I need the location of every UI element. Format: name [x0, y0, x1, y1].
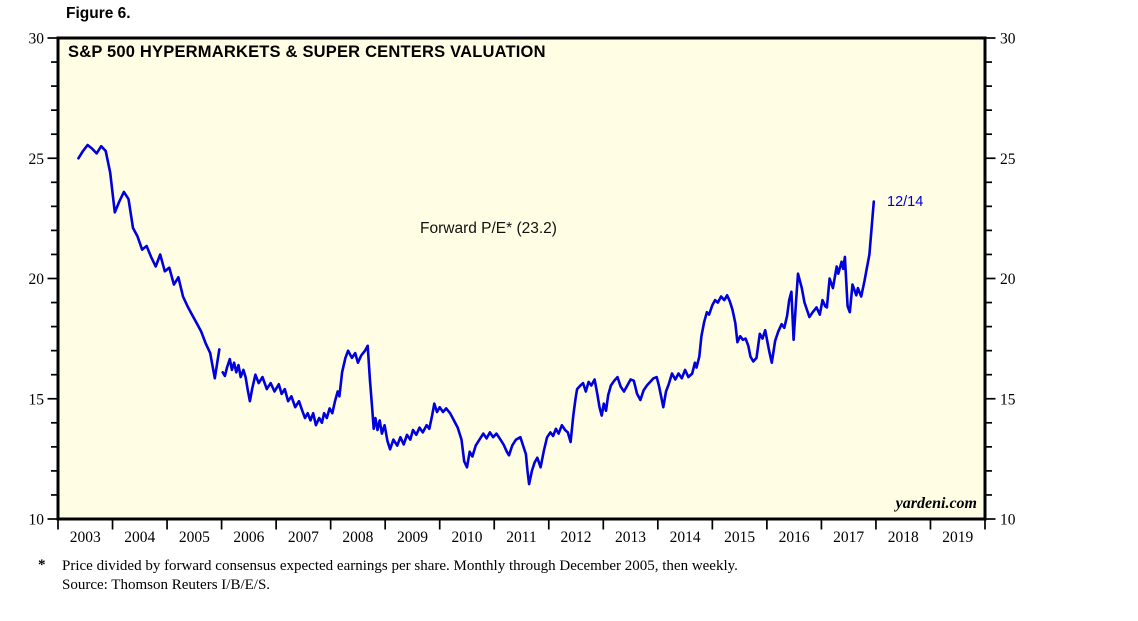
footnote-asterisk: * — [38, 557, 46, 573]
x-axis-labels: 2003 2004 2005 2006 2007 2008 2009 2010 2011 2012… — [70, 529, 974, 546]
series-label-forward-pe: Forward P/E* (23.2) — [420, 220, 557, 237]
y-axis-tick-label-left: 25 — [29, 151, 45, 168]
x-axis-year-label: 2015 — [724, 529, 755, 546]
y-axis-tick-label-left: 30 — [29, 31, 45, 48]
y-axis-tick-label-right: 20 — [1000, 271, 1016, 288]
forward-pe-line-weekly — [221, 200, 876, 486]
y-axis-tick-label-right: 15 — [1000, 391, 1016, 408]
y-axis-tick-label-right: 25 — [1000, 151, 1016, 168]
x-axis-year-label: 2011 — [506, 529, 536, 546]
x-axis-year-label: 2010 — [451, 529, 482, 546]
y-axis-tick-label-left: 20 — [29, 271, 45, 288]
chart-title: S&P 500 HYPERMARKETS & SUPER CENTERS VAL… — [68, 43, 546, 61]
plot-frame — [56, 36, 987, 521]
y-axis-tick-label-left: 15 — [29, 391, 45, 408]
x-axis-year-label: 2008 — [342, 529, 373, 546]
figure-number-label: Figure 6. — [66, 5, 131, 22]
x-axis-year-label: 2003 — [70, 529, 101, 546]
footnote: * Price divided by forward consensus exp… — [38, 557, 738, 594]
x-axis-ticks — [57, 520, 986, 530]
x-axis-year-label: 2005 — [179, 529, 210, 546]
y-axis-tick-label-right: 30 — [1000, 31, 1016, 48]
x-axis-year-label: 2014 — [670, 529, 701, 546]
y-axis-labels: 10 10 15 15 20 20 25 25 30 30 — [29, 31, 1016, 529]
x-axis-year-label: 2013 — [615, 529, 646, 546]
x-axis-year-label: 2007 — [288, 529, 319, 546]
x-axis-year-label: 2009 — [397, 529, 428, 546]
x-axis-year-label: 2017 — [833, 529, 864, 546]
y-axis-ticks — [47, 37, 996, 520]
x-axis-year-label: 2019 — [942, 529, 973, 546]
y-axis-tick-label-left: 10 — [29, 512, 45, 529]
y-axis-tick-label-right: 10 — [1000, 512, 1016, 529]
x-axis-year-label: 2012 — [561, 529, 592, 546]
footnote-text: Price divided by forward consensus expec… — [62, 557, 738, 594]
footnote-line-1: Price divided by forward consensus expec… — [62, 558, 738, 574]
forward-pe-line-monthly — [77, 143, 221, 380]
x-axis-year-label: 2016 — [779, 529, 810, 546]
last-point-date-label: 12/14 — [887, 194, 924, 210]
footnote-line-2: Source: Thomson Reuters I/B/E/S. — [62, 576, 271, 593]
x-axis-year-label: 2004 — [124, 529, 155, 546]
x-axis-year-label: 2006 — [233, 529, 264, 546]
x-axis-year-label: 2018 — [888, 529, 919, 546]
yardeni-watermark: yardeni.com — [895, 495, 977, 512]
